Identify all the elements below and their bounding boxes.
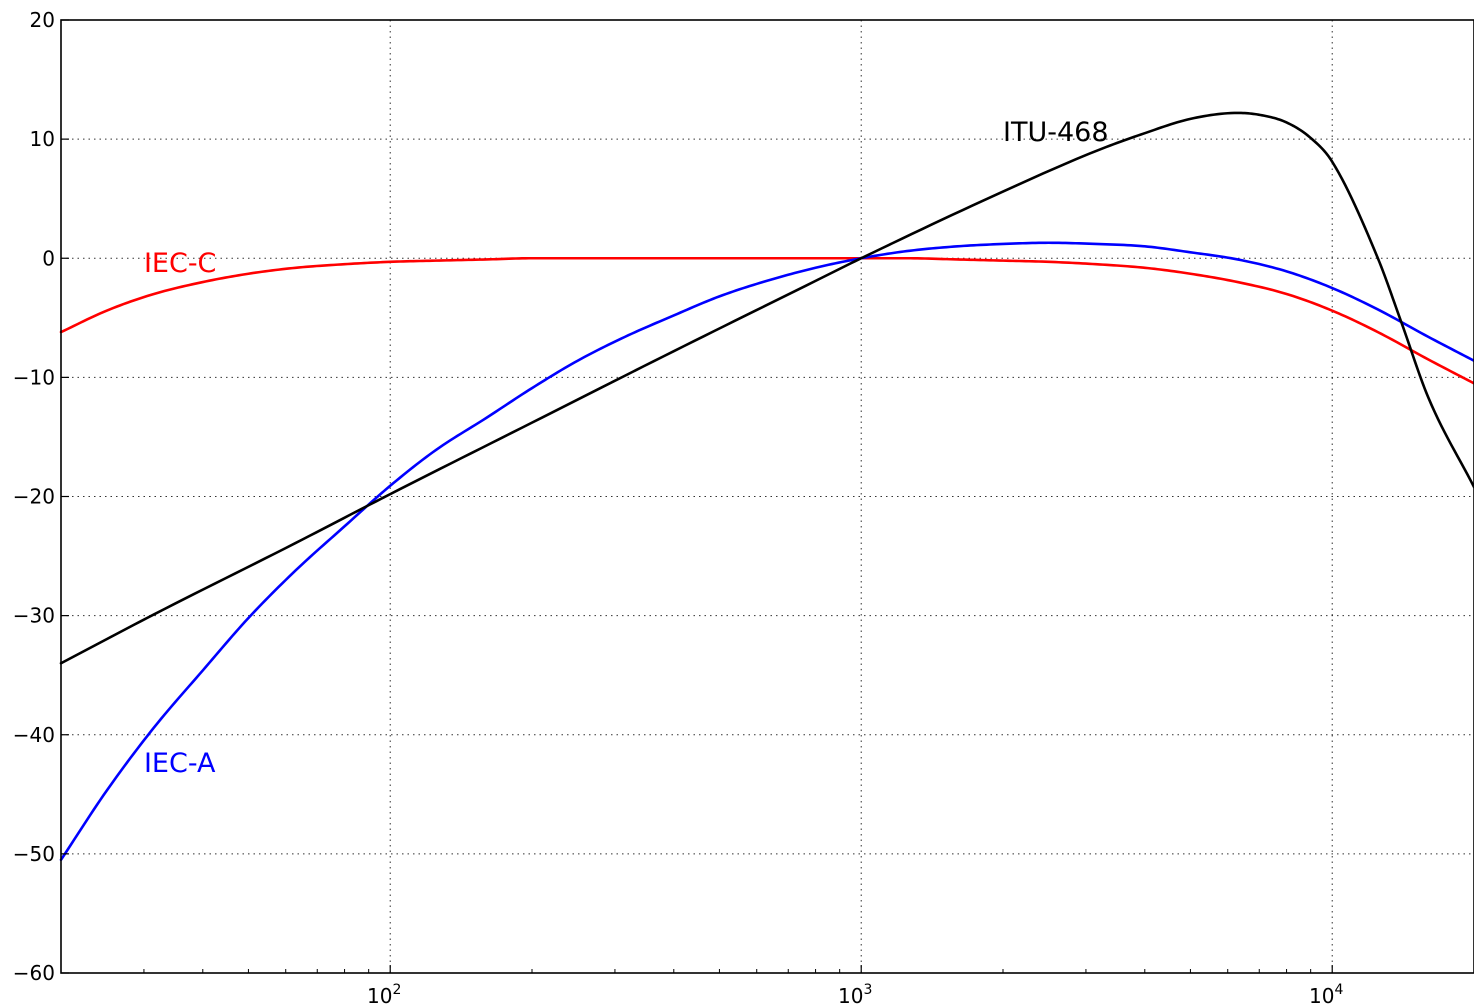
x-tick-label: 103 [838, 982, 872, 1007]
x-tick-label: 102 [367, 982, 401, 1007]
x-tick-base: 10 [838, 984, 863, 1007]
y-tick-label: 20 [30, 8, 55, 32]
y-tick-label: −40 [13, 723, 55, 747]
y-tick-label: 0 [42, 246, 55, 270]
y-tick-label: −30 [13, 604, 55, 628]
x-tick-exponent: 2 [392, 982, 401, 998]
y-tick-label: −20 [13, 485, 55, 509]
y-tick-label: −10 [13, 365, 55, 389]
series-line-iec-a [59, 241, 1474, 862]
series-lines [59, 111, 1474, 862]
series-label-itu-468: ITU-468 [1003, 117, 1109, 148]
series-line-iec-c [59, 256, 1474, 385]
x-tick-base: 10 [367, 984, 392, 1007]
plot-area-frame [60, 19, 1474, 974]
y-tick-label: −50 [13, 842, 55, 866]
x-tick-label: 104 [1309, 982, 1343, 1007]
series-label-iec-a: IEC-A [144, 748, 216, 779]
x-tick-base: 10 [1309, 984, 1334, 1007]
x-tick-exponent: 4 [1334, 982, 1343, 998]
series-label-iec-c: IEC-C [144, 248, 216, 279]
series-line-itu-468 [59, 111, 1474, 665]
x-tick-exponent: 3 [863, 982, 872, 998]
grid-lines [61, 20, 1474, 973]
series-labels: IEC-C IEC-A ITU-468 [144, 117, 1109, 779]
y-tick-label: −60 [13, 961, 55, 985]
y-tick-label: 10 [30, 127, 55, 151]
